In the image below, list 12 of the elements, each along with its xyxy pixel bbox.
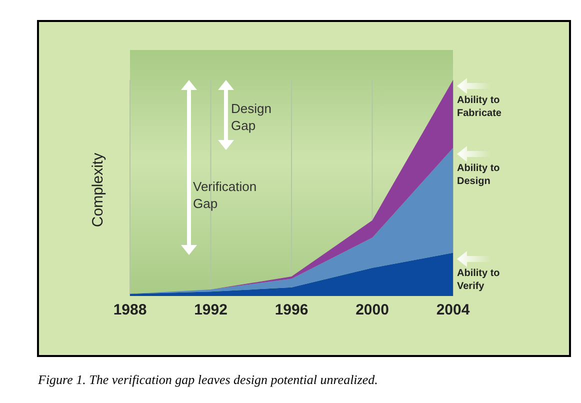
x-tick-label: 1992 (194, 302, 228, 319)
x-tick-label: 2004 (436, 302, 470, 319)
y-axis-title: Complexity (90, 152, 106, 228)
x-tick-label: 1996 (274, 302, 308, 319)
annotation: Verification Gap (193, 178, 258, 212)
x-tick-label: 1988 (113, 302, 147, 319)
legend-label: Ability to Design (457, 162, 501, 188)
legend-label: Ability to Verify (457, 266, 501, 293)
x-tick-label: 2000 (356, 302, 389, 319)
caption: Figure 1. The verification gap leaves design potential unrealized. (38, 372, 378, 388)
annotation: Design Gap (231, 100, 272, 134)
legend-label: Ability to Fabricate (457, 94, 502, 120)
